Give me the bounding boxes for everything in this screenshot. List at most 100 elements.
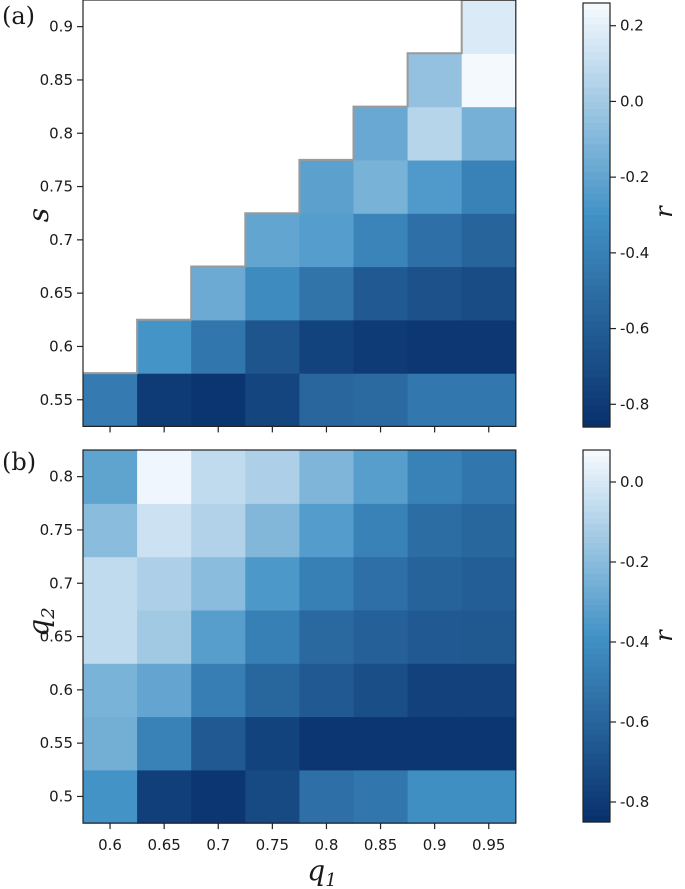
colorbar-segment (583, 753, 610, 761)
heatmap-cell (245, 373, 300, 427)
colorbar-segment (583, 165, 610, 174)
colorbar-segment (583, 215, 610, 223)
y-tick-label: 0.55 (40, 734, 73, 752)
heatmap-cell (137, 556, 192, 611)
colorbar-segment (583, 412, 610, 421)
heatmap-cell (299, 556, 355, 611)
heatmap-cell (83, 503, 138, 558)
x-tick-label: 0.9 (423, 836, 447, 854)
heatmap-cell (407, 53, 463, 108)
colorbar-segment (583, 809, 610, 817)
colorbar-segment (583, 617, 610, 625)
colorbar-segment (583, 605, 610, 612)
colorbar-segment (583, 186, 610, 195)
colorbar-segment (583, 611, 610, 618)
heatmap-cell (137, 609, 192, 664)
colorbar-segment (583, 505, 610, 513)
heatmap-cell (353, 319, 409, 374)
heatmap-cell (407, 769, 463, 824)
x-tick-label: 0.75 (256, 836, 289, 854)
heatmap-cell (353, 556, 409, 611)
colorbar-segment (583, 264, 610, 273)
colorbar-segment (583, 229, 610, 237)
colorbar-segment (583, 636, 610, 643)
colorbar-segment (583, 673, 610, 680)
heatmap-cell (191, 503, 246, 558)
heatmap-cell (461, 266, 517, 321)
heatmap-cell (191, 556, 246, 611)
y-tick-label: 0.85 (40, 71, 73, 89)
colorbar-segment (583, 536, 610, 544)
colorbar-segment (583, 363, 610, 372)
colorbar-segment (583, 250, 610, 258)
y-tick-label: 0.6 (49, 681, 73, 699)
colorbar-segment (583, 94, 610, 103)
y-tick-label: 0.7 (49, 574, 73, 592)
heatmap-cell (353, 106, 409, 161)
colorbar-segment (583, 660, 610, 668)
colorbar-label-a: r (650, 205, 678, 218)
colorbar-tick-label: -0.4 (620, 244, 649, 262)
colorbar-segment (583, 278, 610, 287)
colorbar-label-b: r (650, 629, 678, 642)
colorbar-frame (582, 2, 611, 428)
heatmap-cell (461, 663, 517, 718)
colorbar-segment (583, 716, 610, 724)
heatmap-cell (299, 663, 355, 718)
heatmap-cell (299, 213, 355, 268)
colorbar-segment (583, 172, 610, 181)
heatmap-cell (83, 716, 138, 771)
heatmap-cell (191, 663, 246, 718)
colorbar-segment (583, 648, 610, 656)
heatmap-cell (245, 319, 300, 374)
plot-frame (82, 0, 517, 427)
heatmap-cell (407, 663, 463, 718)
colorbar-segment (583, 73, 610, 82)
colorbar-segment (583, 101, 610, 110)
heatmap-cell (461, 716, 517, 771)
heatmap-cell (299, 769, 355, 824)
colorbar-segment (583, 760, 610, 767)
colorbar-segment (583, 257, 610, 266)
heatmap-cell (299, 503, 355, 558)
heatmap-cell (137, 373, 192, 427)
colorbar-segment (583, 377, 610, 386)
colorbar-segment (583, 543, 610, 550)
colorbar-tick-label: -0.4 (620, 633, 649, 651)
colorbar-segment (583, 735, 610, 742)
colorbar-segment (583, 698, 610, 705)
colorbar-segment (583, 456, 610, 463)
heatmap-cell (353, 609, 409, 664)
colorbar-segment (583, 179, 610, 188)
heatmap-cell (407, 450, 463, 504)
colorbar-segment (583, 243, 610, 251)
colorbar-segment (583, 592, 610, 600)
y-tick-label: 0.75 (40, 521, 73, 539)
heatmap-cell (353, 266, 409, 321)
colorbar-segment (583, 586, 610, 594)
colorbar-segment (583, 59, 610, 68)
colorbar-segment (583, 778, 610, 786)
x-axis-label-b-sub: 1 (325, 870, 336, 889)
colorbar-segment (583, 3, 610, 11)
colorbar-segment (583, 791, 610, 798)
y-axis-label-b: q2 (22, 607, 59, 636)
colorbar-segment (583, 580, 610, 587)
y-tick-label: 0.55 (40, 391, 73, 409)
colorbar-segment (583, 123, 610, 131)
heatmap-cell (353, 373, 409, 427)
heatmap-cell (299, 319, 355, 374)
heatmap-cell (83, 769, 138, 824)
mask-boundary (83, 0, 516, 375)
heatmap-cell (461, 609, 517, 664)
heatmap-cell (137, 663, 192, 718)
heatmap-cell (353, 716, 409, 771)
y-axis-label-b-sub: 2 (38, 607, 59, 619)
heatmap-cell (191, 769, 246, 824)
x-tick-label: 0.95 (472, 836, 505, 854)
colorbar-tick-label: -0.6 (620, 320, 649, 338)
colorbar-segment (583, 31, 610, 39)
colorbar-b: 0.0 -0.2 -0.4 -0.6 -0.8 (582, 449, 649, 823)
colorbar-segment (583, 335, 610, 343)
heatmap-cell (461, 106, 517, 161)
